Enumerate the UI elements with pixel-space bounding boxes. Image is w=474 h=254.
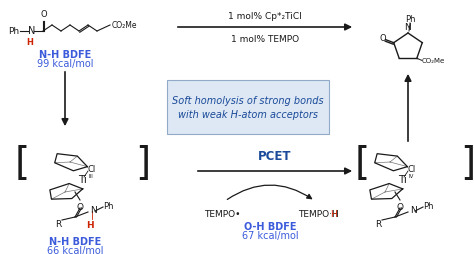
Text: Cl: Cl [408,165,416,174]
Text: IV: IV [409,174,414,179]
Text: O: O [76,202,83,211]
Text: N: N [90,206,97,215]
Text: Ph: Ph [423,202,434,211]
Text: Cl: Cl [88,165,96,174]
Text: Ph: Ph [8,27,19,36]
Text: N: N [28,26,36,36]
Text: Ti: Ti [398,174,407,184]
Text: H: H [330,209,337,218]
Text: Ti: Ti [78,174,87,184]
Text: O: O [379,34,386,43]
Text: N: N [405,23,411,32]
Text: 67 kcal/mol: 67 kcal/mol [242,230,298,240]
Text: 66 kcal/mol: 66 kcal/mol [47,245,103,254]
Text: H: H [86,220,94,229]
Text: TEMPO•: TEMPO• [204,209,240,218]
Text: 99 kcal/mol: 99 kcal/mol [37,59,93,69]
Text: H: H [27,38,34,47]
Text: O: O [41,10,47,19]
Text: PCET: PCET [258,149,292,162]
Text: Soft homolysis of strong bonds: Soft homolysis of strong bonds [172,96,324,106]
Text: 1 mol% TEMPO: 1 mol% TEMPO [231,35,299,44]
Text: N: N [410,206,417,215]
Text: N-H BDFE: N-H BDFE [39,50,91,60]
Text: O: O [396,202,403,211]
Text: 1 mol% Cp*₂TiCl: 1 mol% Cp*₂TiCl [228,12,302,21]
FancyBboxPatch shape [167,81,329,134]
Text: TEMPO·H: TEMPO·H [298,209,338,218]
Text: ]: ] [135,145,150,182]
Text: with weak H-atom acceptors: with weak H-atom acceptors [178,109,318,120]
Text: [: [ [355,145,370,182]
Text: N-H BDFE: N-H BDFE [49,236,101,246]
Text: Ph: Ph [103,202,113,211]
Text: CO₂Me: CO₂Me [112,21,137,30]
Text: O-H BDFE: O-H BDFE [244,221,296,231]
Text: III: III [89,174,94,179]
Text: CO₂Me: CO₂Me [422,58,445,64]
Text: [: [ [15,145,30,182]
Text: R: R [55,219,61,228]
Text: Ph: Ph [405,15,415,24]
Text: ]: ] [460,145,474,182]
Text: R: R [375,219,381,228]
